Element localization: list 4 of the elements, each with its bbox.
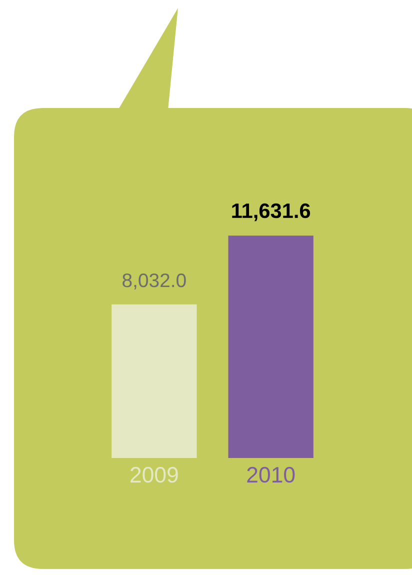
x-tick-label: 2009 bbox=[130, 466, 178, 483]
data-label: 11,631.6 bbox=[232, 203, 310, 222]
data-label: 8,032.0 bbox=[122, 273, 186, 290]
x-tick-label: 2010 bbox=[247, 466, 295, 483]
